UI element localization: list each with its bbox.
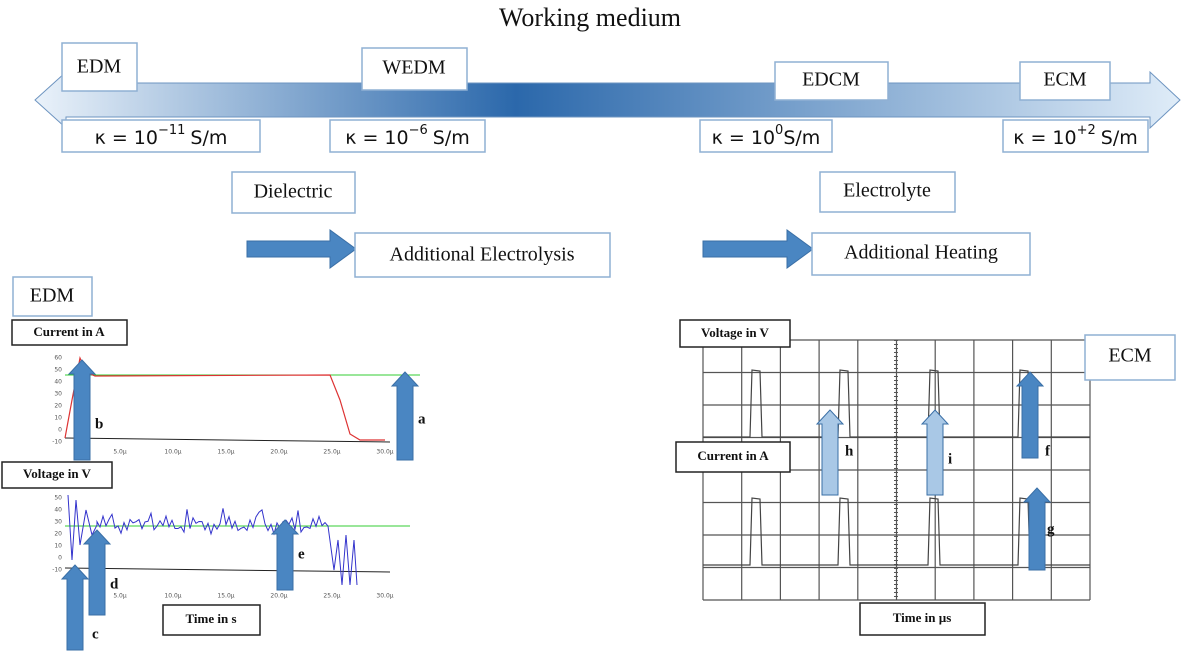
tick-label: 15.0µ — [217, 449, 234, 456]
tick-label: 30 — [54, 391, 62, 398]
plot-label: ECM — [1108, 345, 1152, 367]
marker-label: e — [298, 546, 305, 562]
marker-label: a — [418, 411, 426, 427]
conductivity: κ = 10+2 S/m — [1013, 123, 1138, 149]
marker-label: b — [95, 416, 103, 432]
symbol: κ = 10 — [95, 127, 158, 149]
exponent: +2 — [1077, 123, 1096, 138]
marker-label: h — [845, 443, 854, 459]
arrow — [703, 230, 813, 268]
axis-label: Current in A — [33, 324, 105, 339]
symbol: κ = 10 — [345, 127, 408, 149]
tick-label: 20 — [54, 531, 62, 538]
marker-arrow — [392, 372, 418, 460]
marker-label: f — [1045, 443, 1051, 459]
tick-label: 0 — [58, 427, 62, 434]
tick-label: 60 — [54, 355, 62, 362]
tick-label: 20.0µ — [270, 449, 287, 456]
unit: S/m — [1101, 127, 1138, 149]
marker-label: g — [1047, 521, 1055, 537]
effect: Additional Electrolysis — [390, 244, 575, 266]
tick-label: 25.0µ — [323, 593, 340, 600]
exponent: 0 — [775, 123, 783, 138]
marker-label: c — [92, 626, 99, 642]
tick-label: -10 — [52, 439, 62, 446]
tick-label: 0 — [58, 555, 62, 562]
unit: S/m — [190, 127, 227, 149]
tick-label: 40 — [54, 379, 62, 386]
tick-label: 50 — [54, 495, 62, 502]
unit: S/m — [433, 127, 470, 149]
tick-label: 25.0µ — [323, 449, 340, 456]
diagram: Working medium EDM WEDM EDCM ECM κ = 10−… — [0, 0, 1182, 651]
tick-label: 10 — [54, 543, 62, 550]
tick-label: 30.0µ — [376, 449, 393, 456]
tick-label: 10.0µ — [164, 449, 181, 456]
marker-arrow — [272, 520, 298, 590]
tick-label: 30 — [54, 519, 62, 526]
tick-label: 40 — [54, 507, 62, 514]
marker-arrow — [817, 410, 843, 495]
unit: S/m — [783, 127, 820, 149]
tick-label: 10.0µ — [164, 593, 181, 600]
tick-label: 30.0µ — [376, 593, 393, 600]
medium: Dielectric — [254, 181, 333, 203]
conductivity: κ = 10−6 S/m — [345, 123, 470, 149]
process: EDM — [77, 56, 122, 78]
axis-label: Voltage in V — [701, 325, 770, 340]
tick-label: 50 — [54, 367, 62, 374]
marker-arrow — [1017, 372, 1043, 458]
marker-label: i — [948, 451, 952, 467]
effect: Additional Heating — [844, 242, 998, 264]
exponent: −11 — [158, 123, 185, 138]
symbol: κ = 10 — [712, 127, 775, 149]
symbol: κ = 10 — [1013, 127, 1076, 149]
marker-arrow — [922, 410, 948, 495]
tick-label: 20 — [54, 403, 62, 410]
marker-arrow — [62, 565, 88, 650]
tick-label: 5.0µ — [113, 449, 127, 456]
process: WEDM — [382, 57, 446, 79]
tick-label: -10 — [52, 567, 62, 574]
axis-label: Current in A — [697, 448, 769, 463]
tick-label: 15.0µ — [217, 593, 234, 600]
axis-label: Time in µs — [893, 610, 952, 625]
arrow — [247, 230, 356, 268]
axis-label: Voltage in V — [23, 466, 92, 481]
marker-arrow — [84, 530, 110, 615]
process: ECM — [1043, 69, 1087, 91]
title: Working medium — [499, 3, 681, 32]
conductivity: κ = 100S/m — [712, 123, 821, 149]
process: EDCM — [802, 69, 860, 91]
tick-label: 10 — [54, 415, 62, 422]
tick-label: 5.0µ — [113, 593, 127, 600]
axis-label: Time in s — [185, 611, 236, 626]
tick-label: 20.0µ — [270, 593, 287, 600]
marker-label: d — [110, 576, 119, 592]
medium: Electrolyte — [843, 180, 931, 202]
exponent: −6 — [409, 123, 428, 138]
plot-label: EDM — [30, 285, 75, 307]
